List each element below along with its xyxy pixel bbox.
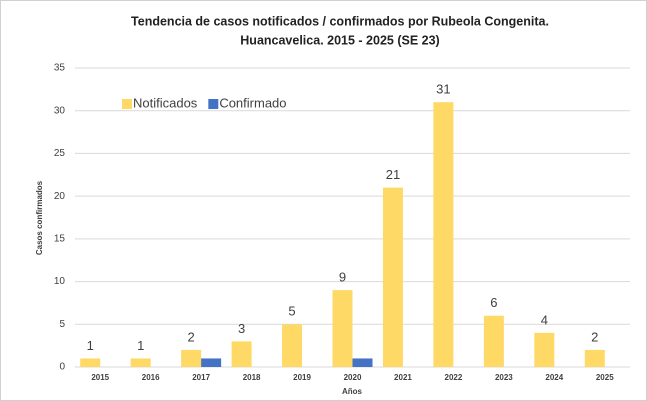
data-label: 21 bbox=[386, 167, 400, 182]
x-tick-label: 2016 bbox=[142, 373, 160, 382]
data-label: 6 bbox=[490, 295, 497, 310]
legend-label: Notificados bbox=[133, 95, 198, 110]
bar bbox=[483, 315, 504, 367]
bar bbox=[80, 358, 101, 367]
x-tick-label: 2020 bbox=[344, 373, 362, 382]
bar bbox=[534, 332, 555, 367]
bar bbox=[282, 324, 303, 367]
bar bbox=[352, 358, 373, 367]
x-tick-label: 2025 bbox=[596, 373, 614, 382]
data-label: 4 bbox=[541, 312, 548, 327]
legend-swatch bbox=[208, 99, 219, 109]
bar bbox=[130, 358, 151, 367]
y-tick-label: 10 bbox=[54, 276, 66, 287]
y-tick-label: 20 bbox=[54, 191, 66, 202]
data-label: 1 bbox=[137, 338, 144, 353]
data-label: 3 bbox=[238, 321, 245, 336]
x-tick-label: 2023 bbox=[495, 373, 513, 382]
bar bbox=[382, 187, 403, 367]
x-tick-label: 2021 bbox=[394, 373, 412, 382]
data-label: 9 bbox=[339, 270, 346, 285]
bar bbox=[201, 358, 222, 367]
y-tick-label: 0 bbox=[59, 362, 65, 373]
bar bbox=[181, 349, 202, 367]
chart-title: Huancavelica. 2015 - 2025 (SE 23) bbox=[240, 33, 439, 47]
bar bbox=[332, 290, 353, 367]
bar bbox=[584, 349, 605, 367]
chart-title: Tendencia de casos notificados / confirm… bbox=[131, 14, 549, 28]
y-tick-label: 25 bbox=[54, 148, 66, 159]
x-tick-label: 2015 bbox=[91, 373, 109, 382]
legend-label: Confirmado bbox=[219, 95, 286, 110]
x-tick-label: 2017 bbox=[192, 373, 210, 382]
x-tick-label: 2022 bbox=[445, 373, 463, 382]
data-label: 1 bbox=[87, 338, 94, 353]
data-label: 2 bbox=[591, 329, 598, 344]
y-tick-label: 15 bbox=[54, 233, 66, 244]
data-label: 5 bbox=[288, 304, 295, 319]
y-tick-label: 30 bbox=[54, 105, 66, 116]
x-tick-label: 2024 bbox=[545, 373, 563, 382]
bar bbox=[433, 102, 454, 368]
legend-swatch bbox=[122, 99, 132, 109]
data-label: 2 bbox=[188, 329, 195, 344]
data-label: 31 bbox=[436, 82, 450, 97]
y-tick-label: 35 bbox=[54, 63, 66, 74]
x-tick-label: 2018 bbox=[243, 373, 261, 382]
x-tick-label: 2019 bbox=[293, 373, 311, 382]
y-tick-label: 5 bbox=[59, 319, 65, 330]
x-axis-label: Años bbox=[342, 387, 363, 396]
y-axis-label: Casos confirmados bbox=[35, 180, 44, 255]
bar bbox=[231, 341, 252, 367]
